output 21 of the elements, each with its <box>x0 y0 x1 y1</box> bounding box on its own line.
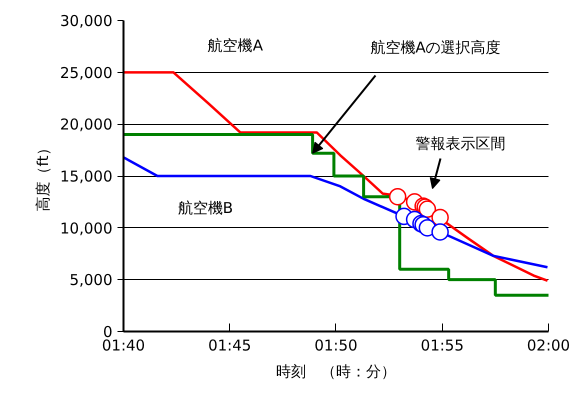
point <box>431 223 449 241</box>
x-tick-label: 01:50 <box>314 336 358 354</box>
point <box>388 188 406 206</box>
point <box>431 208 449 226</box>
x-tick-label: 02:00 <box>526 336 570 354</box>
text: 航空機A <box>208 36 264 54</box>
y-tick-label: 10,000 <box>60 219 113 238</box>
y-axis-title: 高度（ft） <box>34 140 52 212</box>
x-tick-label: 01:40 <box>102 336 146 354</box>
y-tick-label: 5,000 <box>70 271 113 290</box>
y-tick-label: 25,000 <box>60 64 113 82</box>
annotation: 警報表示区間 <box>416 134 506 152</box>
y-tick-label: 15,000 <box>60 168 113 186</box>
series-label: 航空機B <box>178 199 234 217</box>
line-series <box>124 156 548 268</box>
y-tick-label: 20,000 <box>60 116 113 134</box>
annotation: 航空機Aの選択高度 <box>370 38 501 56</box>
x-tick-label: 01:55 <box>420 336 464 354</box>
x-axis-title: 時刻 （時：分） <box>276 362 396 380</box>
x-tick-label: 01:45 <box>208 336 252 354</box>
y-tick-label: 30,000 <box>60 12 113 30</box>
